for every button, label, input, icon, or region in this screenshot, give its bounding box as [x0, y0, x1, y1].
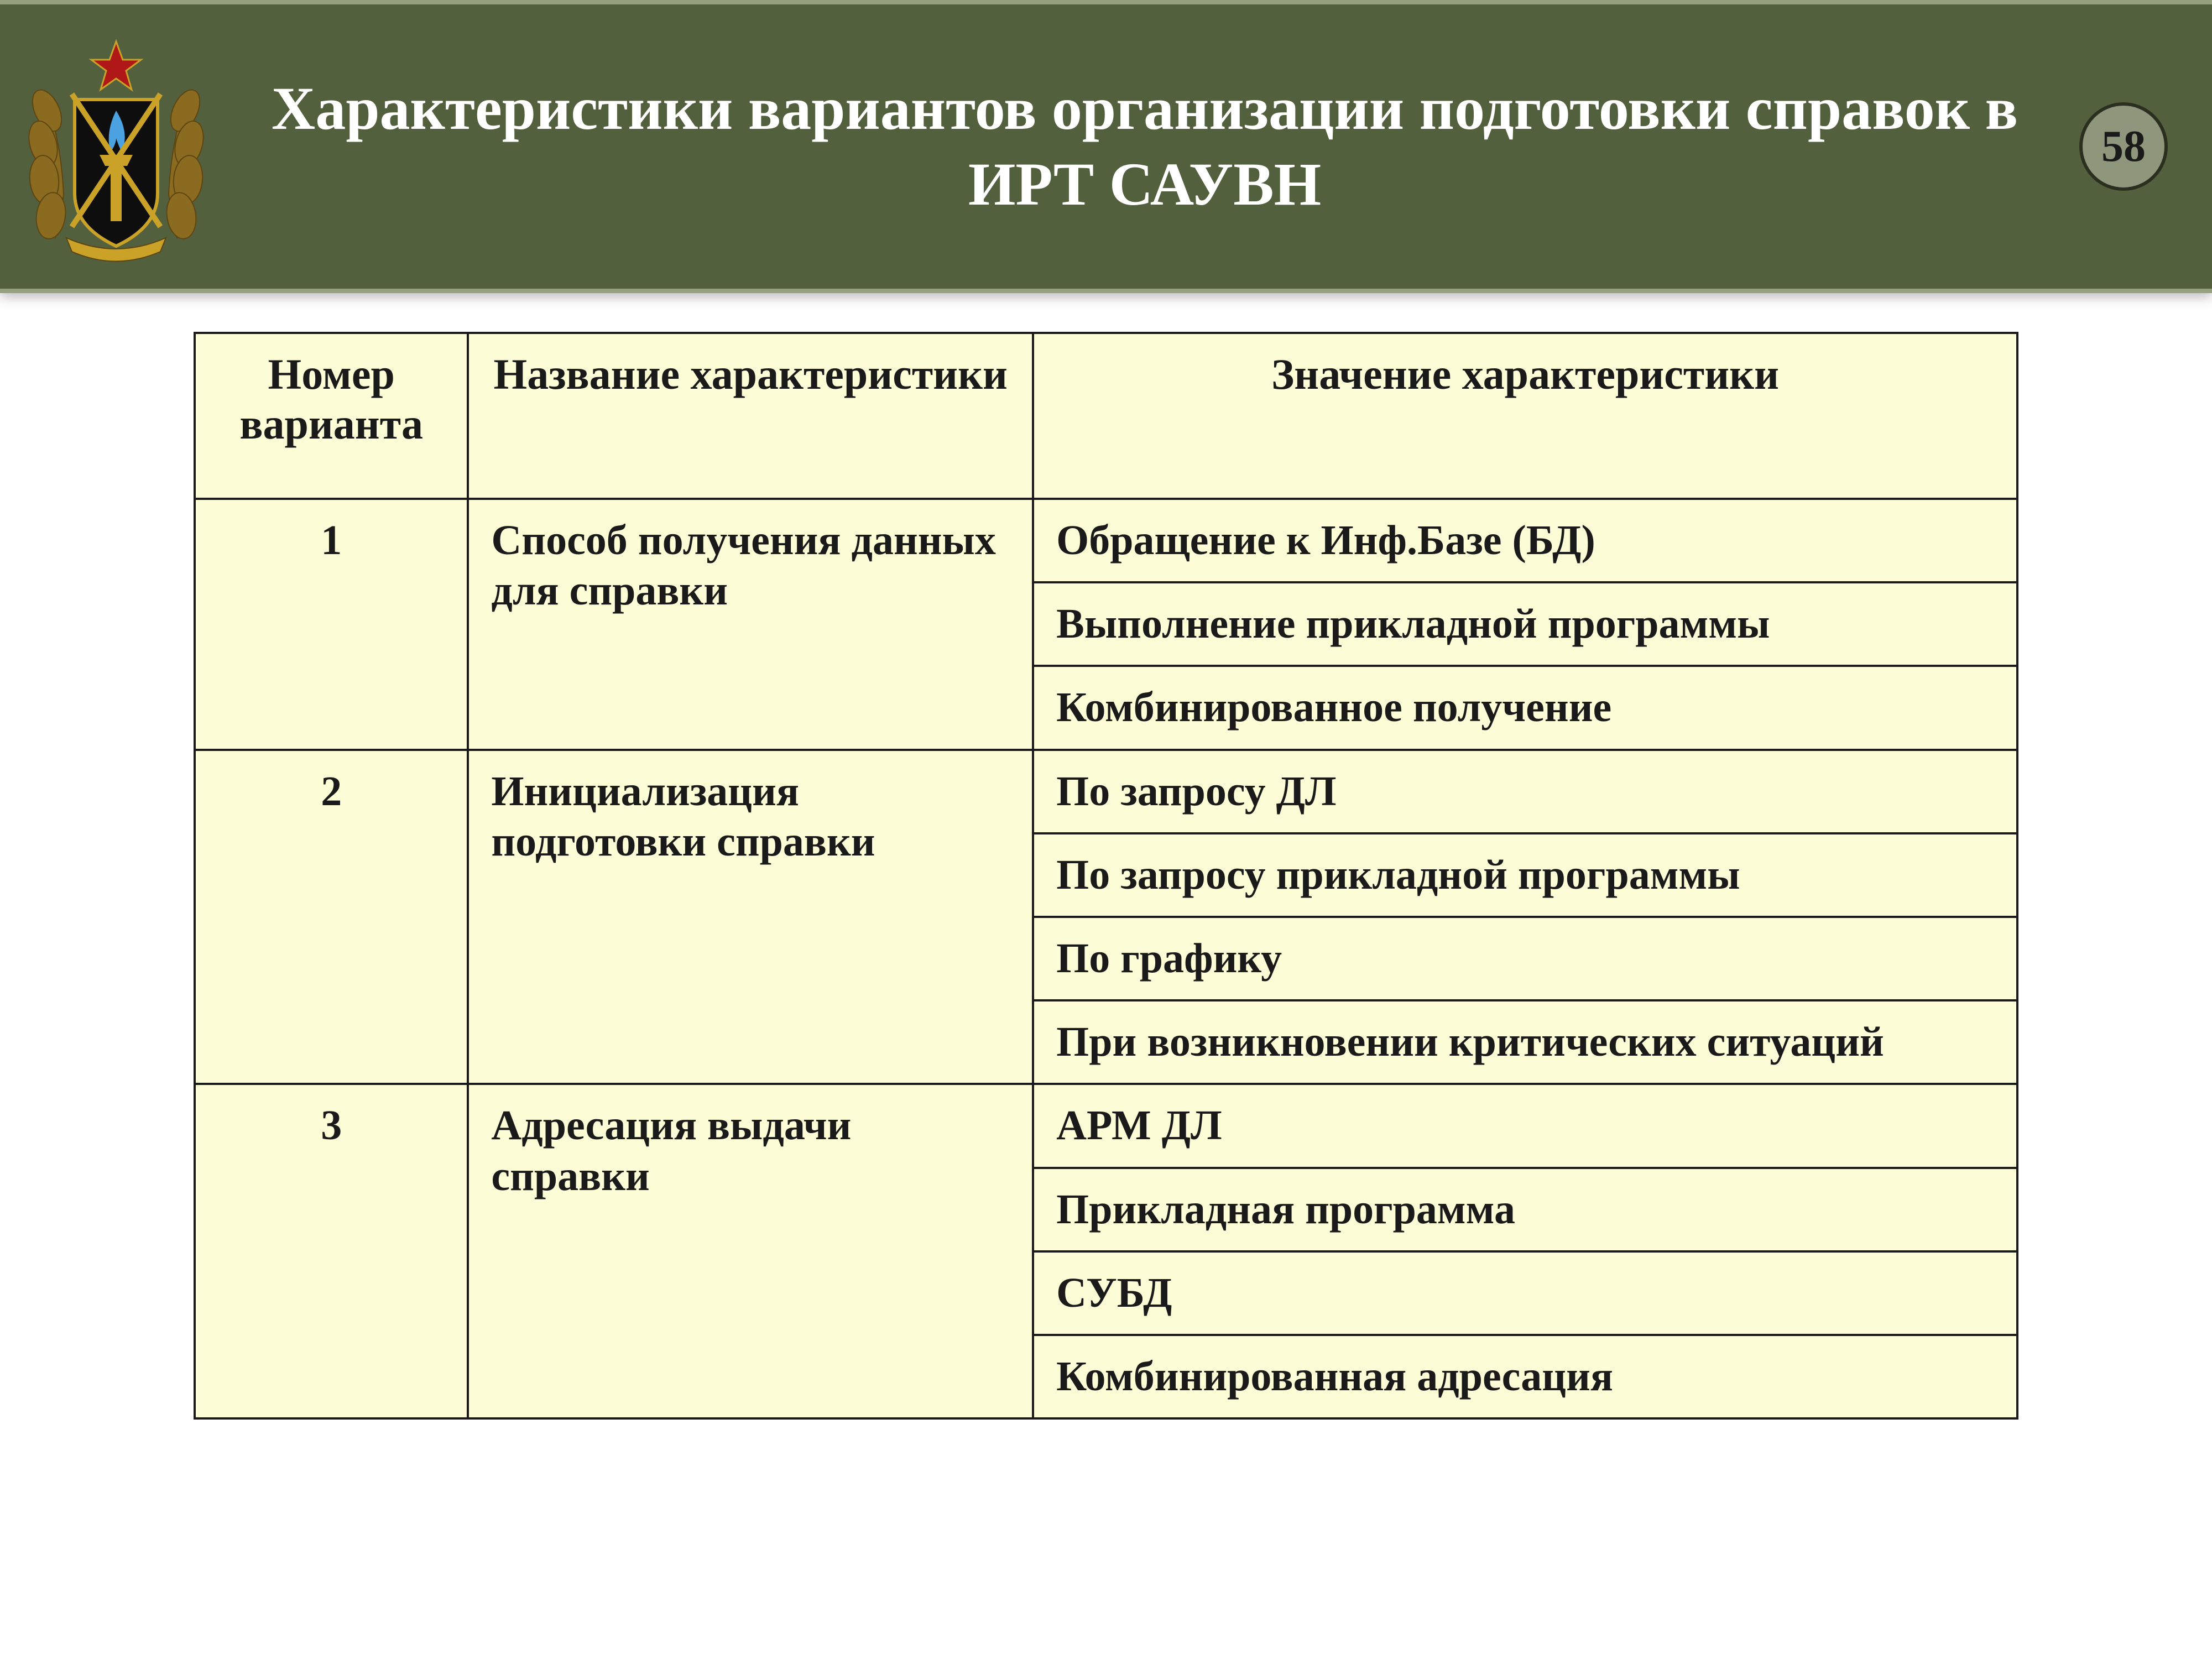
slide-title: Характеристики вариантов организации под…	[210, 71, 2079, 223]
table-row: 1 Способ получения данных для справки Об…	[195, 499, 2017, 582]
page-number-badge: 58	[2079, 102, 2168, 191]
table-row: 2 Инициализация подготовки справки По за…	[195, 750, 2017, 833]
cell-value: Прикладная программа	[1033, 1168, 2017, 1251]
table-row: 3 Адресация выдачи справки АРМ ДЛ	[195, 1084, 2017, 1167]
cell-characteristic: Способ получения данных для справки	[468, 499, 1033, 750]
cell-value: При возникновении критических ситуаций	[1033, 1000, 2017, 1084]
table-header-row: Номер варианта Название характеристики З…	[195, 333, 2017, 499]
cell-value: Комбинированное получение	[1033, 666, 2017, 749]
col-header-number: Номер варианта	[195, 333, 468, 499]
cell-number: 1	[195, 499, 468, 750]
cell-value: По запросу прикладной программы	[1033, 833, 2017, 917]
cell-value: Обращение к Инф.Базе (БД)	[1033, 499, 2017, 582]
cell-value: По графику	[1033, 917, 2017, 1000]
page-number: 58	[2101, 122, 2146, 172]
emblem-icon	[22, 28, 210, 265]
cell-number: 3	[195, 1084, 468, 1418]
cell-number: 2	[195, 750, 468, 1084]
cell-characteristic: Адресация выдачи справки	[468, 1084, 1033, 1418]
characteristics-table: Номер варианта Название характеристики З…	[194, 332, 2018, 1420]
cell-value: АРМ ДЛ	[1033, 1084, 2017, 1167]
cell-value: СУБД	[1033, 1251, 2017, 1335]
cell-value: Комбинированная адресация	[1033, 1335, 2017, 1418]
col-header-value: Значение характеристики	[1033, 333, 2017, 499]
table-body: 1 Способ получения данных для справки Об…	[195, 499, 2017, 1418]
col-header-characteristic: Название характеристики	[468, 333, 1033, 499]
header-bar: Характеристики вариантов организации под…	[0, 0, 2212, 293]
slide: Характеристики вариантов организации под…	[0, 0, 2212, 1659]
cell-characteristic: Инициализация подготовки справки	[468, 750, 1033, 1084]
content-area: Номер варианта Название характеристики З…	[0, 293, 2212, 1420]
cell-value: По запросу ДЛ	[1033, 750, 2017, 833]
cell-value: Выполнение прикладной программы	[1033, 582, 2017, 666]
